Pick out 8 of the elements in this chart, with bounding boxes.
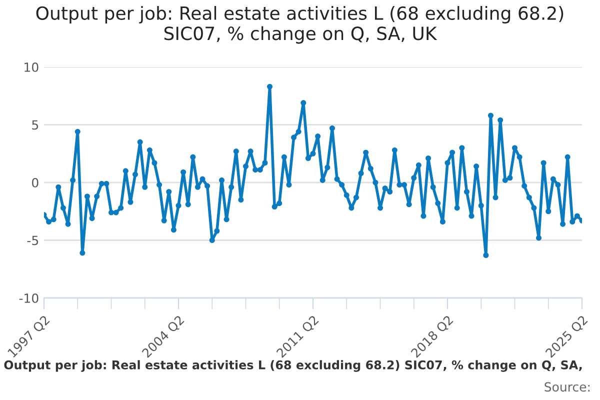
y-tick-label: 0 (32, 178, 38, 188)
chart-title: Output per job: Real estate activities L (68 excluding 68.2) SIC07, % change on Q, SA, UK (36, 6, 564, 44)
y-tick-label: 5 (32, 120, 38, 130)
y-tick-label: -5 (27, 236, 38, 246)
source-note: Source: (544, 382, 590, 392)
text: Output per job: Real estate activities L (68 excluding 68.2) SIC07, % change on Q, SA, (4, 360, 582, 372)
y-tick-label: -10 (19, 293, 38, 303)
y-tick-label: 10 (24, 62, 38, 72)
